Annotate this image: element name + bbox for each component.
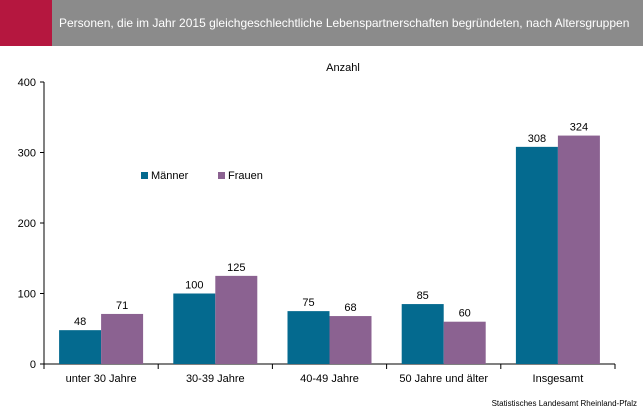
x-tick-label: 40-49 Jahre <box>300 373 359 385</box>
y-tick-label: 400 <box>18 77 36 89</box>
chart-header-title: Personen, die im Jahr 2015 gleichgeschle… <box>59 16 630 30</box>
data-label: 60 <box>459 308 471 320</box>
bar <box>401 304 444 364</box>
y-tick-label: 0 <box>30 359 36 371</box>
chart-title: Anzahl <box>326 62 360 74</box>
data-label: 71 <box>116 300 128 312</box>
data-label: 324 <box>570 122 588 134</box>
legend-swatch <box>218 172 225 179</box>
legend-swatch <box>141 172 148 179</box>
bar <box>59 330 102 364</box>
data-label: 68 <box>344 302 356 314</box>
data-label: 85 <box>417 290 429 302</box>
y-tick-label: 100 <box>18 289 36 301</box>
bar <box>329 316 372 364</box>
data-label: 100 <box>185 280 203 292</box>
source-note: Statistisches Landesamt Rheinland-Pfalz <box>491 399 637 408</box>
header-accent-block <box>0 0 52 46</box>
bar <box>557 135 600 364</box>
x-tick-label: unter 30 Jahre <box>66 373 137 385</box>
data-label: 75 <box>302 297 314 309</box>
bar-chart: Anzahl 0 100 200 300 400 48 71 unter 30 Jahre 10… <box>18 62 616 385</box>
data-label: 48 <box>74 316 86 328</box>
bar <box>443 321 486 364</box>
legend-label: Männer <box>151 170 189 182</box>
bar <box>215 275 258 364</box>
bar <box>173 293 216 364</box>
bar <box>287 311 330 364</box>
legend-label: Frauen <box>228 170 263 182</box>
data-label: 125 <box>227 262 245 274</box>
data-label: 308 <box>528 133 546 145</box>
x-tick-label: Insgesamt <box>533 373 584 385</box>
bar <box>101 313 144 364</box>
x-tick-label: 50 Jahre und älter <box>399 373 488 385</box>
x-tick-label: 30-39 Jahre <box>186 373 245 385</box>
header-band <box>52 0 643 46</box>
y-tick-label: 200 <box>18 218 36 230</box>
bar <box>515 146 558 364</box>
y-tick-label: 300 <box>18 148 36 160</box>
